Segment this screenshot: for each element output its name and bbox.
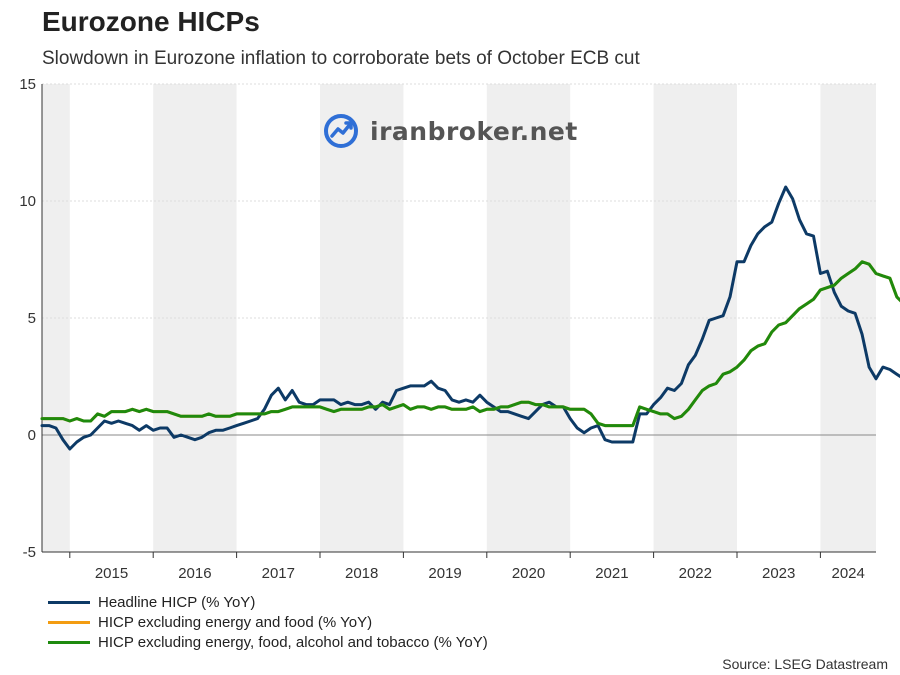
y-tick-label: -5 [23,544,36,561]
x-tick-label: 2021 [595,565,628,582]
legend-item-headline: Headline HICP (% YoY) [48,592,488,612]
series-line-0 [40,185,900,451]
y-tick-label: 10 [19,193,36,210]
legend: Headline HICP (% YoY) HICP excluding ene… [48,592,488,652]
y-tick-label: 5 [28,310,36,327]
chart-title: Eurozone HICPs [42,6,260,37]
watermark: iranbroker.net [322,112,578,150]
axes: -5 0 5 10 15 2015 2016 2017 2018 2019 2020 2021 2022… [19,76,876,582]
x-tick-label: 2018 [345,565,378,582]
legend-label-core-excl-alcohol: HICP excluding energy, food, alcohol and… [98,633,488,651]
year-band-2020 [486,84,571,552]
source-note: Source: LSEG Datastream [722,656,888,672]
x-tick-label: 2020 [512,565,545,582]
chart-trend-icon [324,114,358,148]
year-band-2018 [320,84,404,552]
y-tick-label: 15 [19,76,36,93]
chart-subtitle: Slowdown in Eurozone inflation to corrob… [42,48,640,69]
legend-item-core: HICP excluding energy and food (% YoY) [48,612,488,632]
series-line-2 [40,260,900,428]
x-tick-label: 2016 [178,565,211,582]
legend-swatch-headline [48,600,90,604]
x-tick-label: 2019 [428,565,461,582]
legend-swatch-core [48,620,90,624]
y-tick-label: 0 [28,427,36,444]
legend-label-core: HICP excluding energy and food (% YoY) [98,613,373,631]
x-tick-label: 2024 [832,565,865,582]
x-tick-label: 2023 [762,565,795,582]
x-tick-label: 2015 [95,565,128,582]
watermark-text: iranbroker.net [370,116,578,146]
legend-swatch-core-excl-alcohol [48,640,90,644]
x-tick-label: 2022 [679,565,712,582]
series-lines [40,185,900,451]
legend-item-core-excl-alcohol: HICP excluding energy, food, alcohol and… [48,632,488,652]
legend-label-headline: Headline HICP (% YoY) [98,593,256,611]
x-tick-label: 2017 [262,565,295,582]
